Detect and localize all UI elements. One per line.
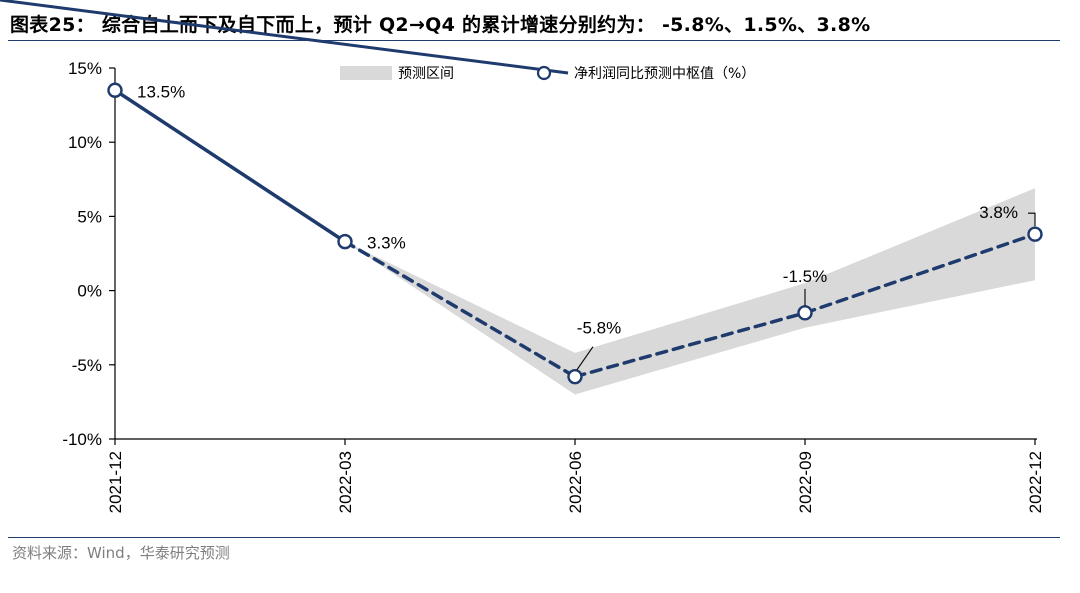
forecast-line-segment <box>803 232 1037 315</box>
source-note: 资料来源：Wind，华泰研究预测 <box>12 544 230 562</box>
y-tick-label: 5% <box>77 207 102 226</box>
data-point <box>797 305 813 321</box>
actual-line-segment <box>113 88 347 244</box>
legend-line-marker <box>536 65 552 81</box>
x-tick-label: 2022-12 <box>1026 451 1045 513</box>
y-tick-label: 15% <box>68 59 102 78</box>
legend-line-swatch <box>0 0 569 75</box>
data-point <box>107 82 123 98</box>
data-point <box>1027 226 1043 242</box>
legend-line-label: 净利润同比预测中枢值（%） <box>574 66 755 82</box>
data-label: -1.5% <box>783 267 827 286</box>
data-label: 3.8% <box>979 203 1018 222</box>
data-point <box>567 368 583 385</box>
line-layer <box>113 88 1037 379</box>
legend-band-swatch <box>340 66 392 80</box>
forecast-line-segment <box>573 311 807 379</box>
y-tick-label: 0% <box>77 282 102 301</box>
y-tick-label: -10% <box>62 430 102 449</box>
data-label: -5.8% <box>577 319 621 338</box>
x-tick-label: 2022-03 <box>336 451 355 513</box>
band-layer <box>345 188 1035 395</box>
legend-band-label: 预测区间 <box>398 66 454 82</box>
forecast-line-segment <box>343 239 577 379</box>
legend: 预测区间 净利润同比预测中枢值（%） <box>0 0 755 82</box>
y-tick-label: -5% <box>72 356 102 375</box>
data-label: 13.5% <box>137 82 185 101</box>
label-leader-line <box>576 346 594 370</box>
data-label: 3.3% <box>367 234 406 253</box>
marker-layer <box>107 82 1043 385</box>
chart-title: 图表25： 综合自上而下及自下而上，预计 Q2→Q4 的累计增速分别约为： -5… <box>10 14 871 36</box>
x-tick-label: 2021-12 <box>106 451 125 513</box>
source-divider <box>8 537 1060 538</box>
x-tick-label: 2022-06 <box>566 451 585 513</box>
line-chart: 15% 10% 5% 0% -5% -10%2021-12 2022-03 2022-06 20… <box>0 0 1045 513</box>
forecast-band <box>345 188 1035 395</box>
axis-layer: 15% 10% 5% 0% -5% -10%2021-12 2022-03 2022-06 20… <box>62 59 1045 513</box>
title-divider <box>8 40 1060 41</box>
data-point <box>337 233 353 250</box>
x-tick-label: 2022-09 <box>796 451 815 513</box>
y-tick-label: 10% <box>68 133 102 152</box>
label-layer: 13.5% 3.3% -5.8% -1.5% 3.8% <box>137 82 1036 370</box>
label-leader-line <box>1028 212 1036 227</box>
